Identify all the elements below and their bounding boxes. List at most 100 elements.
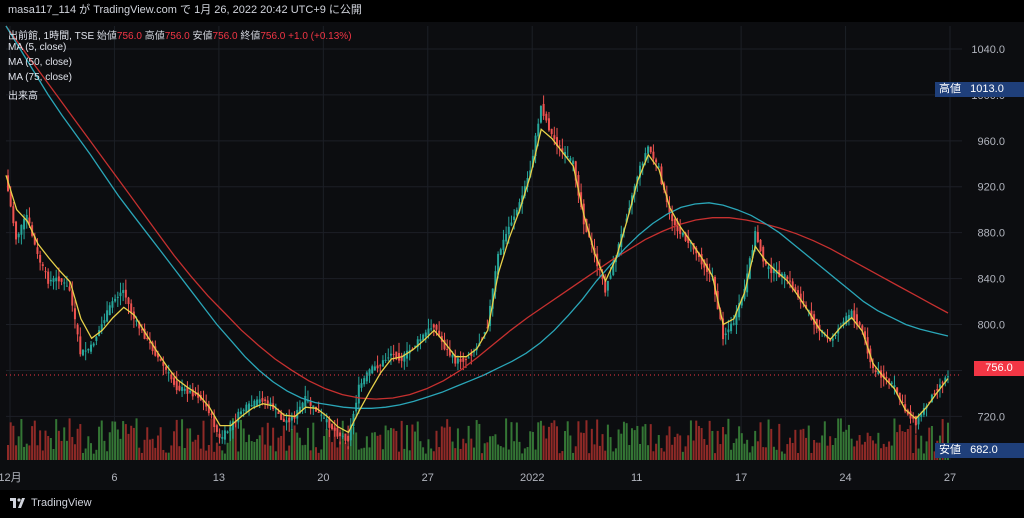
candle-body [786,276,789,280]
volume-bar [775,449,778,460]
candle-body [681,232,684,236]
candle-body [223,430,226,440]
volume-bar [714,453,717,460]
volume-bar [687,435,690,460]
low-price-tag: 安値 682.0 [935,443,1024,458]
volume-bar [221,450,224,460]
volume-bar [181,419,184,460]
volume-bar [462,438,465,460]
volume-bar [414,431,417,460]
volume-bar [68,418,71,460]
candle-body [885,376,888,379]
volume-bar [261,427,264,460]
volume-bar [639,443,642,460]
indicator-ma5[interactable]: MA (5, close) [8,42,67,53]
volume-bar [850,438,853,460]
candle-body [87,348,90,351]
indicator-ma50[interactable]: MA (50, close) [8,57,72,68]
volume-bar [256,438,259,460]
volume-bar [668,426,671,460]
candle-body [606,280,609,291]
candle-body [245,404,248,413]
volume-bar [478,423,481,460]
candle-body [872,362,875,368]
volume-bar [165,452,168,460]
volume-bar [282,425,285,460]
volume-bar [239,419,242,460]
candle-body [531,155,534,168]
volume-bar [708,420,711,460]
volume-bar [355,432,358,460]
volume-bar [523,448,526,460]
candle-body [239,411,242,415]
candle-body [90,344,93,352]
volume-bar [738,426,741,460]
candle-body [448,349,451,356]
candle-body [258,399,261,404]
volume-bar [456,428,459,460]
candle-body [167,372,170,374]
volume-bar [376,435,379,460]
candle-body [727,329,730,333]
tradingview-brand: TradingView [31,497,92,509]
volume-bar [395,430,398,460]
candle-body [443,339,446,350]
volume-bar [906,429,909,460]
candle-body [28,217,31,224]
volume-bar [542,425,545,460]
candle-body [791,281,794,289]
volume-bar [665,435,668,460]
volume-bar [521,453,524,460]
volume-bar [743,443,746,460]
y-tick-label: 960.0 [977,136,1005,148]
candle-body [772,268,775,274]
tradingview-logo[interactable]: TradingView [10,497,92,509]
symbol-legend[interactable]: 出前館, 1時間, TSE 始値756.0 高値756.0 安値756.0 終値… [8,27,352,42]
volume-bar [440,426,443,460]
candle-body [15,221,18,240]
candle-body [507,226,510,235]
candle-body [770,265,773,274]
candle-body [898,392,901,400]
candle-body [328,419,331,428]
volume-bar [7,444,9,460]
candle-body [116,296,119,298]
volume-bar [505,418,508,460]
volume-bar [229,422,232,460]
indicator-volume[interactable]: 出来高 [8,91,38,102]
price-chart[interactable]: 1040.01000.0960.0920.0880.0840.0800.0760… [0,22,1024,490]
candle-body [730,323,733,332]
volume-bar [644,424,647,460]
volume-bar [813,439,816,460]
volume-bar [676,433,679,460]
volume-bar [925,441,928,460]
volume-bar [815,442,818,460]
candle-body [882,373,885,378]
volume-bar [231,418,234,460]
volume-bar [697,426,700,460]
volume-bar [882,443,885,460]
candle-body [68,286,71,291]
volume-bar [620,433,623,460]
candle-body [183,388,186,391]
candle-body [922,407,925,415]
candle-body [505,233,508,242]
candle-body [521,195,524,204]
candle-body [293,415,296,419]
candle-body [23,218,26,230]
x-tick-label: 17 [735,472,747,484]
candle-body [282,418,285,422]
candle-body [111,301,114,308]
volume-bar [917,448,920,460]
volume-bar [135,418,138,460]
tradingview-icon [10,498,25,508]
volume-bar [312,422,315,460]
candle-body [400,355,403,361]
indicator-ma75[interactable]: MA (75, close) [8,72,72,83]
volume-bar [724,434,727,460]
volume-bar [143,439,146,460]
candle-body [202,400,205,403]
volume-bar [513,441,516,460]
volume-bar [700,428,703,460]
volume-bar [483,443,486,460]
